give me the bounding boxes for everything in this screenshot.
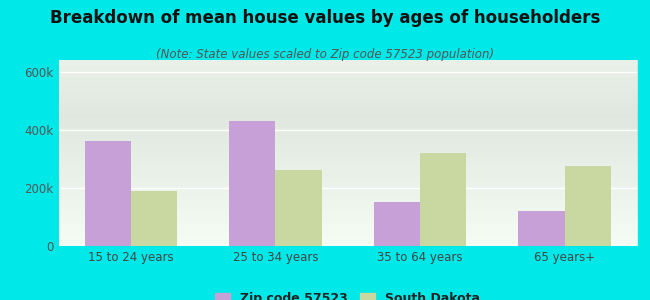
Bar [565, 166, 611, 246]
Bar [374, 202, 420, 246]
Bar [84, 141, 131, 246]
Text: (Note: State values scaled to Zip code 57523 population): (Note: State values scaled to Zip code 5… [156, 48, 494, 61]
Bar [131, 191, 177, 246]
Bar [519, 211, 565, 246]
Legend: Zip code 57523, South Dakota: Zip code 57523, South Dakota [210, 287, 486, 300]
Bar [276, 170, 322, 246]
Text: Breakdown of mean house values by ages of householders: Breakdown of mean house values by ages o… [50, 9, 600, 27]
Bar [420, 153, 466, 246]
Bar [229, 121, 276, 246]
